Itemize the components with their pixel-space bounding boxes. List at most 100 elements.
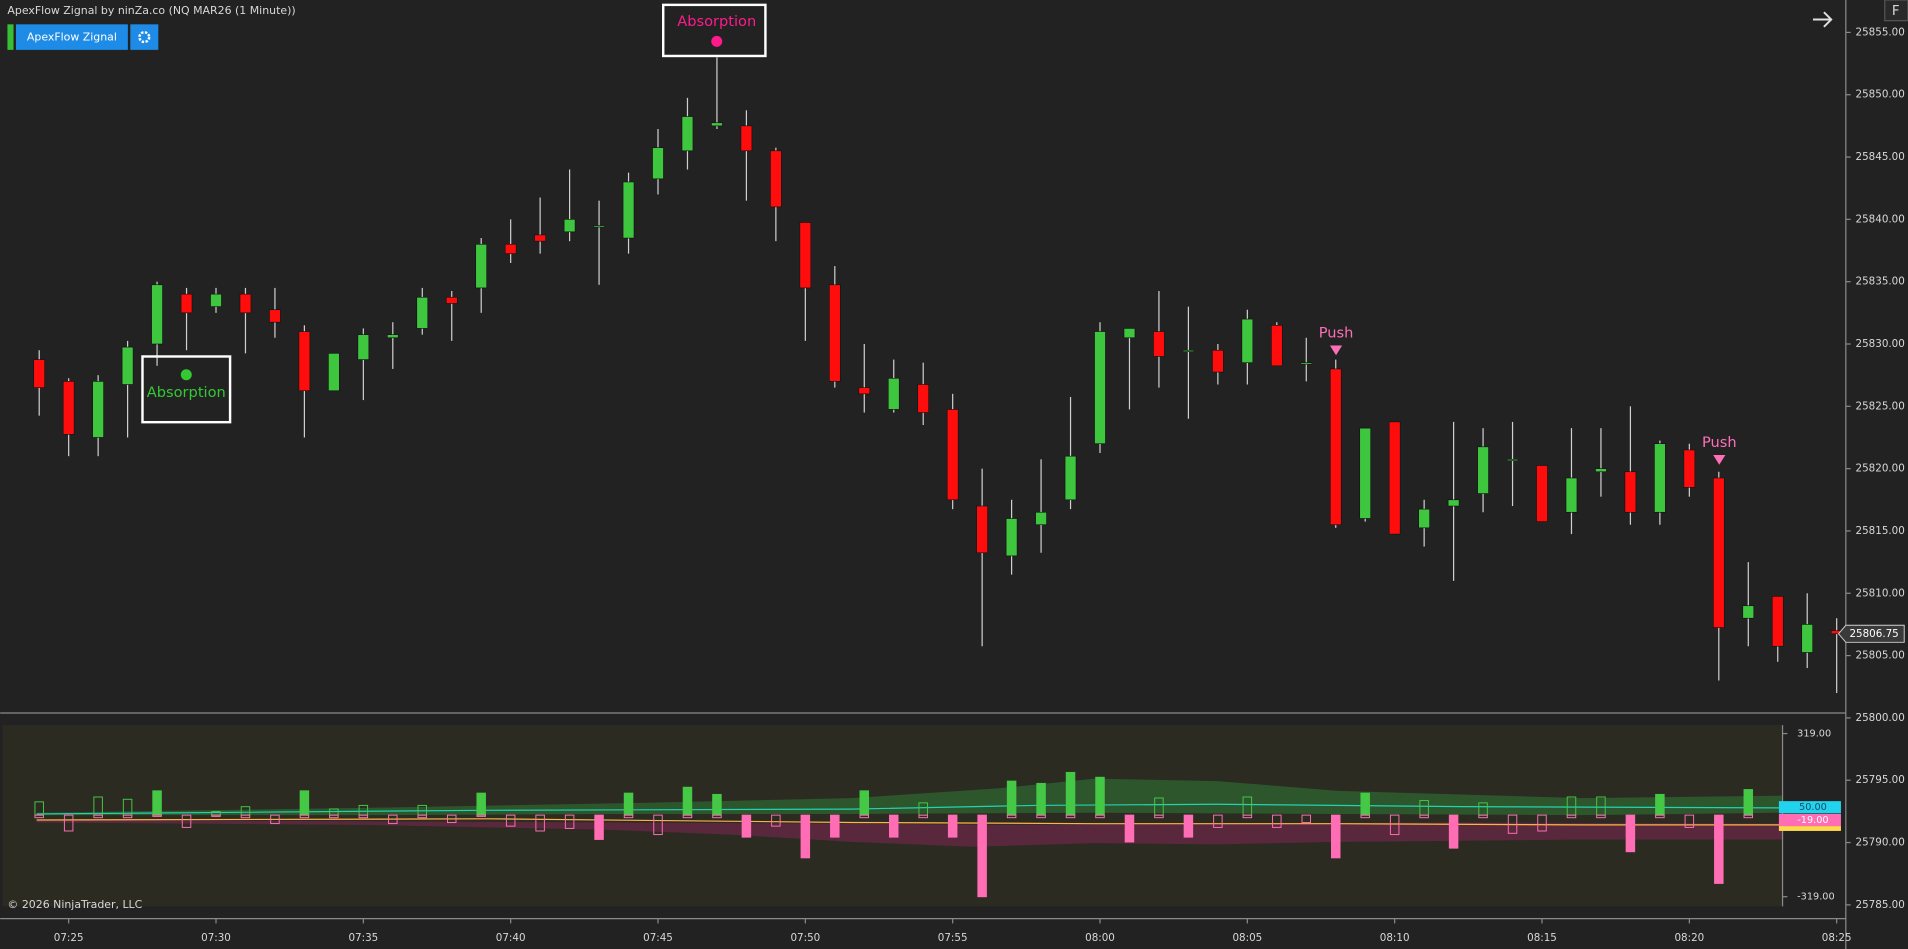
y-tick-label: 25850.00	[1856, 89, 1905, 101]
candle-body	[534, 234, 546, 242]
indicator-bar	[299, 814, 310, 819]
x-tick-label: 07:40	[496, 932, 526, 944]
settings-icon	[138, 31, 151, 44]
x-tick-label: 08:05	[1232, 932, 1262, 944]
indicator-last-box	[1778, 801, 1841, 814]
candle-body	[917, 384, 929, 413]
x-tick-label: 07:50	[790, 932, 820, 944]
annotation-arrow	[1329, 345, 1343, 356]
x-tick-label: 08:00	[1085, 932, 1115, 944]
candle-body	[1182, 349, 1195, 352]
indicator-bar	[1684, 814, 1695, 828]
arrow-icon[interactable]	[1812, 11, 1833, 28]
indicator-bar	[358, 814, 369, 819]
x-tick-label: 07:35	[348, 932, 378, 944]
indicator-last-label: 50.00	[1799, 802, 1827, 813]
indicator-bar	[1036, 814, 1046, 819]
indicator-bar	[830, 814, 840, 838]
x-tick-label: 07:30	[201, 932, 231, 944]
candle-body	[1595, 468, 1607, 473]
indicator-bar	[859, 790, 870, 816]
candle-body	[1477, 446, 1489, 494]
indicator-bar	[1272, 814, 1282, 828]
sell-line	[36, 818, 1783, 826]
indicator-bar	[1360, 792, 1370, 816]
candle-body	[1742, 605, 1755, 619]
indicator-last-box	[1778, 813, 1841, 827]
indicator-bar	[1301, 814, 1312, 824]
candle-body	[1447, 499, 1460, 507]
indicator-bar	[211, 814, 221, 817]
indicator-bar	[977, 814, 987, 898]
candle-body	[711, 122, 723, 127]
candle-body	[1418, 508, 1430, 529]
indicator-bar	[947, 814, 958, 838]
indicator-bar	[771, 814, 781, 827]
indicator-bar	[1154, 814, 1164, 819]
indicator-bar	[1743, 814, 1754, 819]
candle-body	[33, 359, 45, 388]
candle-body	[239, 293, 252, 314]
y-tick-label: 25855.00	[1856, 26, 1905, 38]
y-tick-label: 25785.00	[1856, 899, 1905, 911]
indicator-bar	[476, 792, 486, 816]
candle-body	[504, 243, 517, 254]
indicator-bar	[63, 814, 74, 832]
x-tick-label: 08:10	[1380, 932, 1410, 944]
y-tick-label: 25790.00	[1856, 837, 1905, 849]
y-tick-label: 25845.00	[1856, 151, 1905, 163]
candle-body	[210, 293, 222, 307]
indicator-bar	[1714, 814, 1724, 884]
candle-body	[1241, 318, 1254, 364]
indicator-bar	[152, 790, 162, 816]
indicator-bar	[505, 814, 516, 827]
candle-body	[180, 293, 193, 314]
indicator-y-tick-label: 319.00	[1797, 729, 1831, 740]
candle-body	[151, 284, 163, 345]
x-tick-label: 07:25	[54, 932, 84, 944]
candle-body	[740, 125, 753, 152]
indicator-bar	[388, 814, 398, 825]
candle-body	[1094, 331, 1106, 445]
indicator-bar	[1596, 814, 1606, 819]
candle-body	[1713, 477, 1725, 628]
candle-body	[799, 222, 812, 289]
candle-body	[1329, 368, 1342, 526]
candle-body	[1536, 465, 1548, 522]
y-tick-label: 25825.00	[1856, 400, 1905, 412]
candle-body	[1300, 362, 1313, 365]
indicator-bar	[1389, 814, 1400, 836]
candle-body	[563, 219, 576, 233]
settings-button[interactable]	[130, 24, 159, 50]
indicator-bar	[1065, 771, 1076, 816]
indicator-bar	[859, 814, 870, 819]
indicator-bar	[1419, 814, 1429, 819]
indicator-bar	[1537, 814, 1547, 832]
sell-band	[36, 820, 1783, 847]
candle-body	[1801, 624, 1813, 653]
candle-body	[858, 387, 871, 395]
indicator-bar	[1095, 814, 1105, 819]
indicator-bar	[1448, 814, 1459, 849]
indicator-bar	[1566, 814, 1577, 819]
candle-body	[357, 334, 370, 360]
indicator-bar	[594, 814, 604, 840]
indicator-bar	[1655, 814, 1665, 819]
x-tick-label: 08:20	[1674, 932, 1704, 944]
candle-body	[1388, 421, 1401, 535]
annotation-label: Absorption	[147, 384, 226, 401]
annotation-label: Absorption	[677, 13, 756, 30]
indicator-bar	[888, 814, 899, 838]
indicator-bar	[1124, 814, 1135, 843]
indicator-y-tick-label: -319.00	[1797, 892, 1835, 903]
indicator-button[interactable]	[15, 24, 128, 50]
indicator-bar	[240, 814, 251, 819]
candle-body	[946, 409, 959, 501]
indicator-color-tag	[7, 24, 14, 50]
candle-body	[92, 381, 104, 438]
candle-body	[681, 116, 694, 152]
x-tick-label: 07:45	[643, 932, 673, 944]
indicator-bar	[623, 792, 634, 816]
